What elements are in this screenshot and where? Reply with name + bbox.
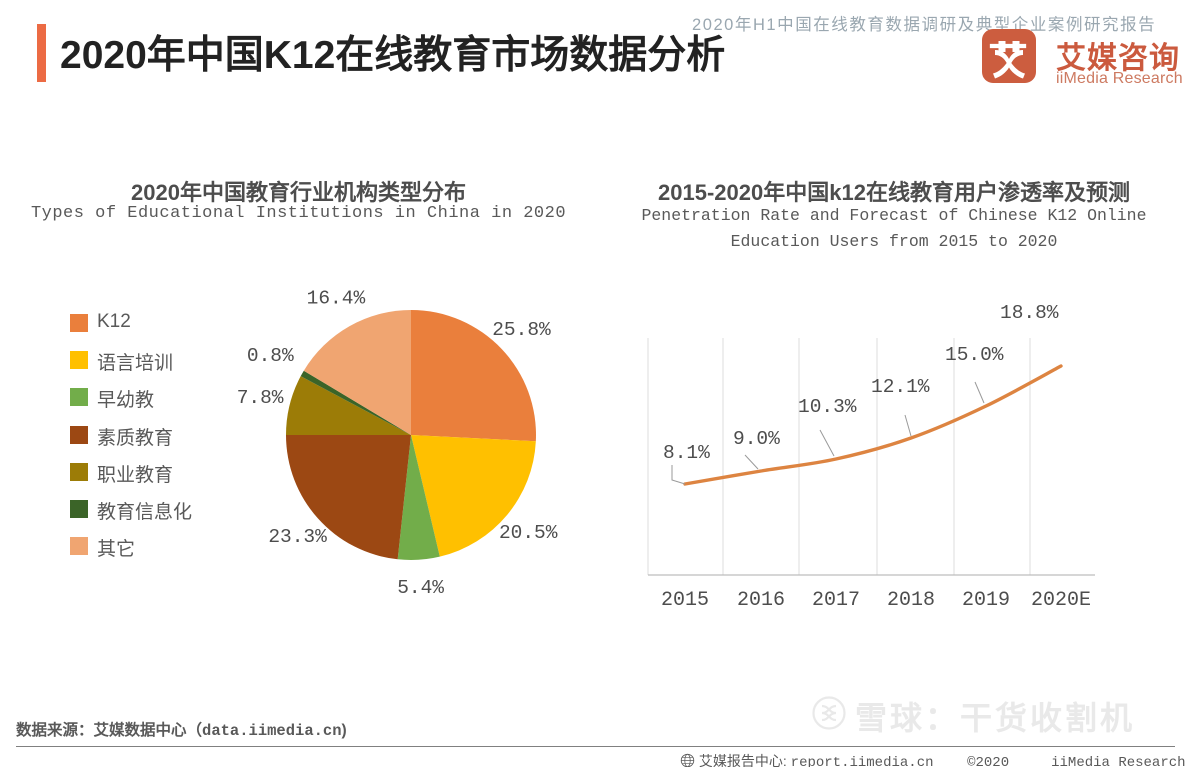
svg-text:2017: 2017: [812, 589, 860, 612]
svg-text:10.3%: 10.3%: [798, 396, 857, 418]
svg-text:2015: 2015: [661, 589, 709, 612]
svg-text:8.1%: 8.1%: [663, 442, 710, 464]
svg-text:12.1%: 12.1%: [871, 376, 930, 398]
svg-text:2016: 2016: [737, 589, 785, 612]
svg-text:15.0%: 15.0%: [945, 344, 1004, 366]
svg-text:2019: 2019: [962, 589, 1010, 612]
svg-text:18.8%: 18.8%: [1000, 302, 1059, 324]
svg-text:2018: 2018: [887, 589, 935, 612]
svg-text:9.0%: 9.0%: [733, 428, 780, 450]
svg-text:2020E: 2020E: [1031, 589, 1091, 612]
